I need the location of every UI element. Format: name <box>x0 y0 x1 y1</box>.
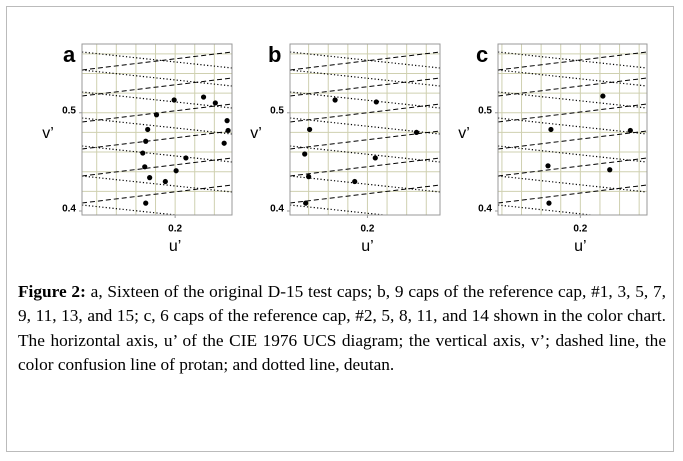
deutan-confusion-line <box>82 51 232 69</box>
figure: 0.4 0.5 0.2 u’ v’ a 0.4 0.5 0.2 u’ v’ b 0.4 0.5 0.2 u’ v… <box>42 42 648 255</box>
data-point <box>183 155 189 161</box>
data-point <box>372 155 378 161</box>
protan-confusion-line <box>498 103 647 123</box>
panel-label: a <box>63 42 76 67</box>
deutan-confusion-line <box>82 204 182 215</box>
caption: Figure 2: a, Sixteen of the original D-1… <box>18 280 666 377</box>
deutan-confusion-line <box>82 145 232 163</box>
protan-confusion-line <box>498 77 647 97</box>
data-point <box>306 174 312 180</box>
data-point <box>224 118 230 124</box>
plot-border <box>289 43 441 216</box>
protan-confusion-line <box>290 51 440 71</box>
caption-label: Figure 2: <box>18 282 86 301</box>
x-tick-label: 0.2 <box>573 224 587 235</box>
plot-area <box>82 44 232 215</box>
y-tick-label: 0.4 <box>478 204 492 215</box>
deutan-confusion-line <box>498 51 647 69</box>
caption-text: a, Sixteen of the original D-15 test cap… <box>18 282 666 374</box>
protan-confusion-line <box>82 51 232 71</box>
data-point <box>212 100 218 106</box>
deutan-confusion-line <box>82 175 232 193</box>
protan-confusion-line <box>82 77 232 97</box>
data-point <box>413 129 420 136</box>
x-axis-label: u’ <box>361 238 373 255</box>
y-tick-label: 0.5 <box>478 105 492 116</box>
data-point <box>546 200 552 206</box>
deutan-confusion-line <box>498 91 647 109</box>
deutan-confusion-line <box>82 69 232 87</box>
data-point <box>145 126 151 133</box>
deutan-confusion-line <box>290 51 440 69</box>
y-tick-label: 0.4 <box>62 204 76 215</box>
data-point <box>600 93 606 99</box>
plot-border <box>81 43 233 216</box>
x-tick-label: 0.2 <box>168 224 182 235</box>
protan-confusion-line <box>290 103 440 123</box>
protan-confusion-line <box>82 184 232 204</box>
data-point <box>147 175 153 181</box>
y-axis-label: v’ <box>458 125 470 142</box>
data-point <box>143 200 149 206</box>
protan-confusion-line <box>290 157 440 177</box>
data-point <box>545 163 551 169</box>
data-point <box>225 127 231 134</box>
deutan-confusion-line <box>82 91 232 109</box>
protan-confusion-line <box>498 157 647 177</box>
y-tick-label: 0.5 <box>62 105 76 116</box>
protan-confusion-line <box>498 130 647 150</box>
data-point <box>171 97 177 103</box>
y-axis-label: v’ <box>42 125 54 142</box>
data-point <box>143 138 149 144</box>
deutan-confusion-line <box>290 175 440 193</box>
data-point <box>302 151 308 157</box>
protan-confusion-line <box>82 130 232 150</box>
plot-area <box>290 44 440 215</box>
data-point <box>352 178 358 185</box>
y-tick-label: 0.5 <box>270 105 284 116</box>
data-point <box>221 140 227 146</box>
data-point <box>373 99 379 105</box>
data-point <box>607 167 613 173</box>
deutan-confusion-line <box>498 117 647 135</box>
deutan-confusion-line <box>82 117 232 135</box>
plot-area <box>498 44 647 215</box>
panel-label: b <box>268 42 281 67</box>
x-axis-label: u’ <box>169 238 181 255</box>
protan-confusion-line <box>498 51 647 71</box>
x-axis-label: u’ <box>574 238 586 255</box>
protan-confusion-line <box>290 130 440 150</box>
deutan-confusion-line <box>290 91 440 109</box>
protan-confusion-line <box>498 184 647 204</box>
data-point <box>627 127 633 134</box>
deutan-confusion-line <box>290 117 440 135</box>
data-point <box>142 164 148 170</box>
deutan-confusion-line <box>498 204 597 215</box>
deutan-confusion-line <box>498 145 647 163</box>
data-point <box>307 126 313 133</box>
protan-confusion-line <box>290 77 440 97</box>
data-point <box>332 97 338 103</box>
panel-label: c <box>476 42 488 67</box>
deutan-confusion-line <box>498 69 647 87</box>
x-tick-label: 0.2 <box>360 224 374 235</box>
data-point <box>173 168 179 174</box>
protan-confusion-line <box>82 157 232 177</box>
y-tick-label: 0.4 <box>270 204 284 215</box>
plot-border <box>497 43 648 216</box>
data-point <box>200 94 207 100</box>
deutan-confusion-line <box>290 145 440 163</box>
data-point <box>140 150 146 156</box>
protan-confusion-line <box>290 184 440 204</box>
deutan-confusion-line <box>498 175 647 193</box>
data-point <box>303 200 309 206</box>
data-point <box>153 112 160 118</box>
data-point <box>162 178 168 185</box>
data-point <box>548 126 554 133</box>
deutan-confusion-line <box>290 204 390 215</box>
y-axis-label: v’ <box>250 125 262 142</box>
figure-frame <box>6 6 674 452</box>
deutan-confusion-line <box>290 69 440 87</box>
